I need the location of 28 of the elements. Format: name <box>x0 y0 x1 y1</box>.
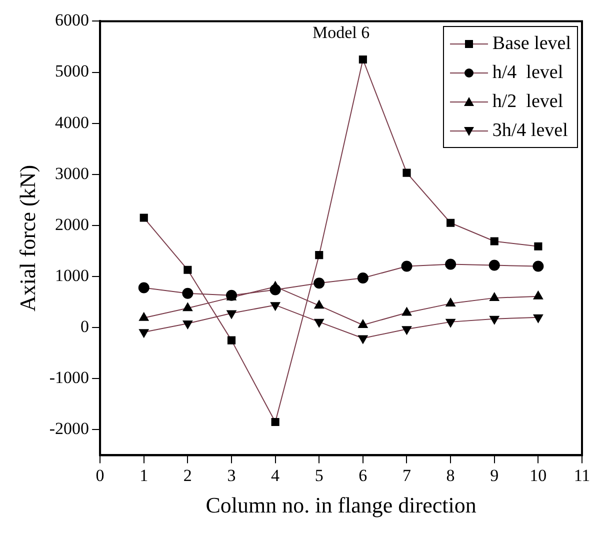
y-tick-label: 1000 <box>55 266 90 285</box>
y-tick-label: -2000 <box>49 419 90 438</box>
y-tick-label: -1000 <box>49 368 90 388</box>
x-tick-label: 3 <box>227 466 236 485</box>
y-axis-title: Axial force (kN) <box>14 164 40 312</box>
x-tick-label: 2 <box>183 466 192 485</box>
y-tick-label: 4000 <box>55 112 90 132</box>
legend-label: h/4 level <box>492 61 564 85</box>
y-tick-label: 3000 <box>55 164 90 183</box>
legend-label: Base level <box>492 32 571 56</box>
x-tick-label: 10 <box>530 466 547 485</box>
x-tick-label: 1 <box>140 466 148 485</box>
y-tick-label: 2000 <box>55 214 90 234</box>
y-tick-label: 5000 <box>55 62 90 81</box>
x-tick-label: 5 <box>314 466 324 485</box>
x-tick-label: 4 <box>271 466 280 485</box>
x-tick-label: 8 <box>446 466 455 485</box>
legend-label: 3h/4 level <box>492 119 568 143</box>
annotation: Model 6 <box>312 23 370 42</box>
legend-label: h/2 level <box>492 90 564 114</box>
x-tick-label: 9 <box>490 466 499 485</box>
x-tick-label: 0 <box>96 466 104 485</box>
x-tick-label: 6 <box>358 466 368 485</box>
x-axis-title: Column no. in flange direction <box>206 492 476 518</box>
y-tick-label: 6000 <box>55 10 90 30</box>
x-tick-label: 7 <box>402 466 412 485</box>
y-tick-label: 0 <box>80 317 90 336</box>
x-tick-label: 11 <box>574 466 590 485</box>
